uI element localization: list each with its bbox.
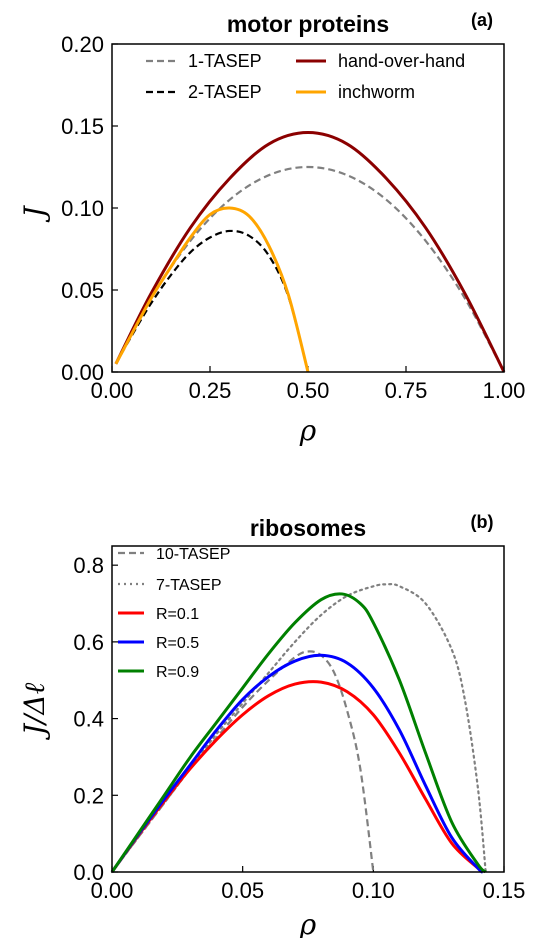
- panel-b-series-r-0-9: [110, 592, 487, 874]
- panel-b-legend-label: R=0.1: [156, 606, 199, 623]
- panel-a-frame: [111, 43, 505, 373]
- panel-b-y-tick-label: 0.6: [73, 630, 104, 655]
- panel-b-title: ribosomes: [250, 515, 366, 541]
- panel-a-title: motor proteins: [227, 11, 389, 37]
- panel-a-x-tick-label: 1.00: [483, 378, 526, 403]
- panel-a-label: (a): [471, 10, 493, 30]
- panel-a-legend-label: 1-TASEP: [188, 51, 262, 71]
- panel-a-x-axis-title: ρ: [299, 414, 317, 447]
- panel-b-series-r-0-1: [110, 680, 484, 874]
- panel-b-legend-label: 10-TASEP: [156, 546, 230, 563]
- panel-a-x-tick-label: 0.75: [385, 378, 428, 403]
- panel-a-y-tick-labels: 0.00 0.05 0.10 0.15 0.20: [61, 32, 104, 385]
- panel-b-y-tick-labels: 0.0 0.2 0.4 0.6 0.8: [73, 553, 104, 885]
- panel-b-y-tick-label: 0.8: [73, 553, 104, 578]
- panel-a-x-tick-label: 0.00: [91, 378, 134, 403]
- panel-a-y-tick-label: 0.10: [61, 196, 104, 221]
- panel-b-y-tick-label: 0.2: [73, 783, 104, 808]
- panel-a-series-1-tasep: [114, 165, 505, 373]
- panel-a-series-hand-over-hand: [114, 131, 506, 373]
- panel-b-series-7-tasep: [110, 583, 487, 874]
- panel-a-x-tick-labels: 0.00 0.25 0.50 0.75 1.00: [91, 378, 526, 403]
- panel-a-legend-label: 2-TASEP: [188, 82, 262, 102]
- panel-b-x-tick-label: 0.00: [91, 878, 134, 903]
- panel-b-y-axis-title: J/Δℓ: [18, 682, 51, 740]
- panel-b-legend-label: 7-TASEP: [156, 577, 222, 594]
- panel-a-y-axis-title: J: [18, 205, 51, 223]
- panel-b-x-tick-label: 0.10: [352, 878, 395, 903]
- panel-b-legend-label: R=0.9: [156, 664, 199, 681]
- panel-a-legend-label: hand-over-hand: [338, 51, 465, 71]
- panel-a-legend-label: inchworm: [338, 82, 415, 102]
- panel-b-x-tick-labels: 0.00 0.05 0.10 0.15: [91, 878, 526, 903]
- panel-b-x-tick-label: 0.15: [483, 878, 526, 903]
- panel-b-y-tick-label: 0.4: [73, 707, 104, 732]
- panel-a-y-tick-label: 0.15: [61, 114, 104, 139]
- panel-a-series-inchworm: [114, 206, 310, 373]
- panel-b-frame: [111, 545, 505, 873]
- panel-b-legend: 10-TASEP 7-TASEP R=0.1 R=0.5 R=0.9: [118, 546, 230, 681]
- panel-b-series: [110, 583, 487, 874]
- panel-a-legend: 1-TASEP 2-TASEP hand-over-hand inchworm: [146, 51, 465, 102]
- panel-b-y-tick-label: 0.0: [73, 860, 104, 885]
- panel-a-series-2-tasep: [114, 229, 310, 373]
- panel-a-y-tick-label: 0.05: [61, 278, 104, 303]
- panel-a-series: [114, 131, 506, 373]
- panel-a-x-tick-label: 0.25: [189, 378, 232, 403]
- panel-b-x-axis-title: ρ: [299, 908, 317, 938]
- panel-b-label: (b): [471, 512, 494, 532]
- panel-b-series-r-0-5: [110, 653, 485, 874]
- panel-a-x-tick-label: 0.50: [287, 378, 330, 403]
- panel-a-y-tick-label: 0.00: [61, 360, 104, 385]
- panel-a-y-tick-label: 0.20: [61, 32, 104, 57]
- panel-b-legend-label: R=0.5: [156, 635, 199, 652]
- panel-b-x-tick-label: 0.05: [221, 878, 264, 903]
- panel-a-motor-proteins: motor proteins (a) 0.00 0.25 0.50 0.75 1.00 …: [18, 10, 525, 447]
- panel-b-ribosomes: ribosomes (b) 0.00 0.05 0.10 0.15 0.0 0.2 0.4…: [18, 512, 526, 941]
